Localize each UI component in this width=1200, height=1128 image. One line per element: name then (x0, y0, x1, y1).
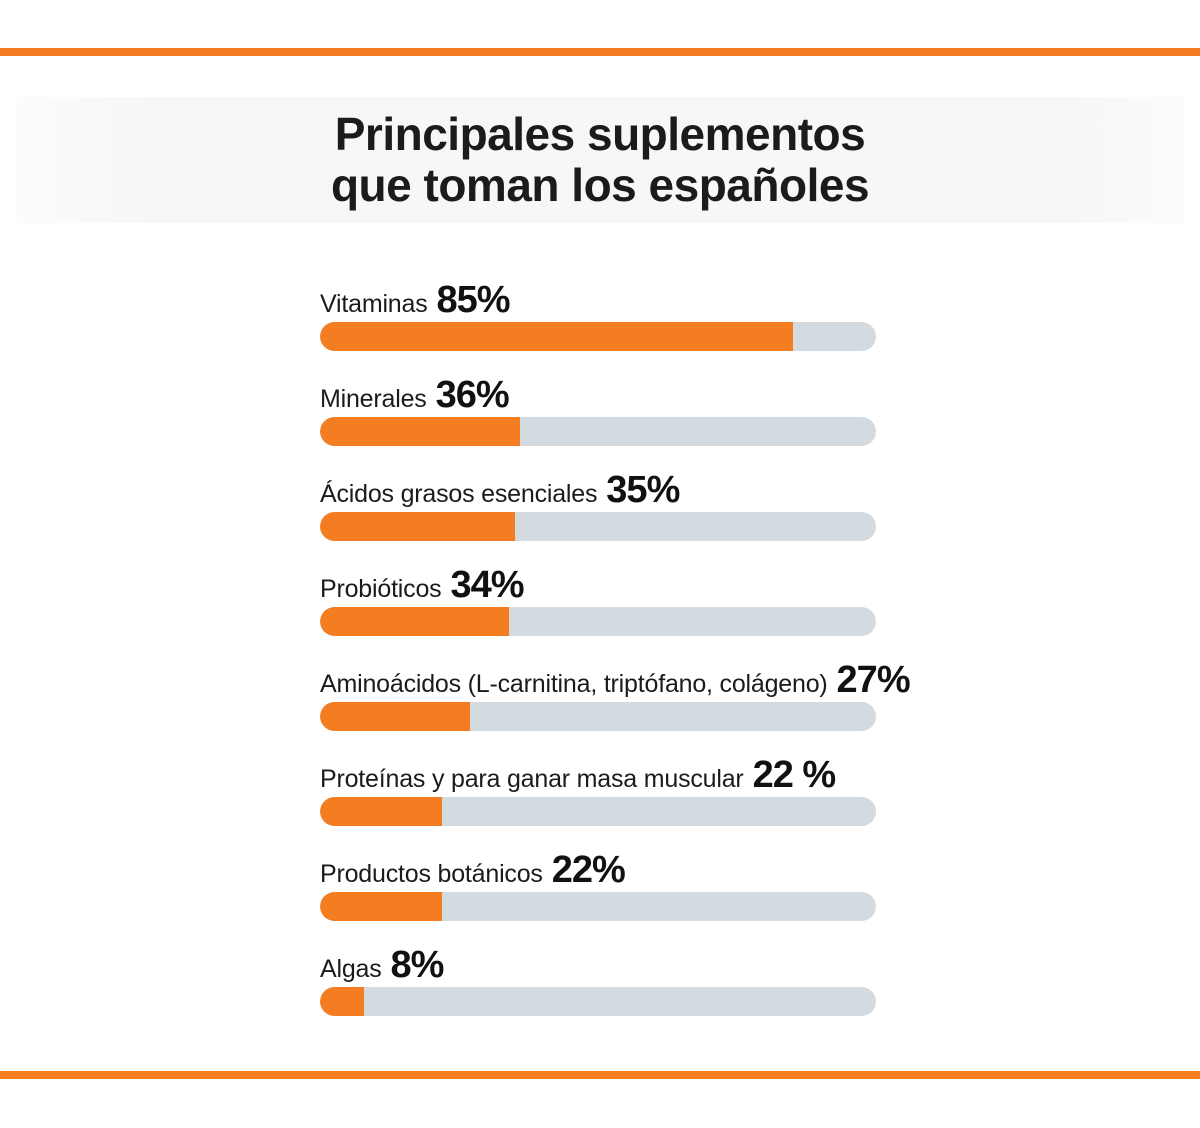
bar-row-minerales: Minerales 36% (320, 373, 876, 446)
bar-track (320, 797, 876, 826)
value-label: 8% (390, 944, 445, 986)
bar-row-algas: Algas 8% (320, 943, 876, 1016)
bar-fill (320, 417, 521, 446)
bar-track (320, 417, 876, 446)
value-label: 22 % (752, 754, 837, 796)
bar-fill (320, 892, 443, 921)
value-label: 35% (606, 469, 680, 511)
chart-title-line1: Principales suplementos (334, 108, 866, 160)
bar-track (320, 607, 876, 636)
bar-label: Minerales 36% (320, 373, 876, 417)
bar-label: Proteínas y para ganar masa muscular 22 % (320, 753, 876, 797)
horizontal-bar-chart: Vitaminas 85% Minerales 36% Ácidos grasos … (320, 278, 911, 1038)
bar-fill (320, 702, 471, 731)
bar-row-aminoacidos: Aminoácidos (L-carnitina, triptófano, co… (320, 658, 911, 731)
bar-label: Probióticos 34% (320, 563, 876, 607)
top-divider-rule (0, 48, 1200, 56)
category-label: Proteínas y para ganar masa muscular (320, 765, 744, 793)
category-label: Probióticos (320, 575, 442, 603)
bar-label: Aminoácidos (L-carnitina, triptófano, co… (320, 658, 911, 702)
value-label: 34% (450, 564, 524, 606)
value-label: 27% (836, 659, 911, 701)
chart-title: Principales suplementos que toman los es… (330, 108, 870, 211)
bar-row-acidos-grasos: Ácidos grasos esenciales 35% (320, 468, 876, 541)
bar-fill (320, 607, 510, 636)
category-label: Vitaminas (320, 290, 428, 318)
category-label: Ácidos grasos esenciales (320, 480, 598, 508)
bar-row-proteinas: Proteínas y para ganar masa muscular 22 % (320, 753, 876, 826)
title-band: Principales suplementos que toman los es… (15, 97, 1185, 223)
category-label: Algas (320, 955, 382, 983)
value-label: 85% (436, 279, 511, 321)
bar-row-probioticos: Probióticos 34% (320, 563, 876, 636)
bar-row-vitaminas: Vitaminas 85% (320, 278, 876, 351)
value-label: 36% (435, 374, 510, 416)
bar-track (320, 987, 876, 1016)
category-label: Aminoácidos (L-carnitina, triptófano, co… (320, 670, 828, 698)
chart-title-line2: que toman los españoles (330, 159, 870, 211)
bar-track (320, 702, 876, 731)
bar-label: Algas 8% (320, 943, 876, 987)
bar-row-productos-botanicos: Productos botánicos 22% (320, 848, 876, 921)
value-label: 22% (551, 849, 626, 891)
bar-fill (320, 322, 793, 351)
category-label: Minerales (320, 385, 427, 413)
bar-fill (320, 987, 365, 1016)
bar-fill (320, 797, 443, 826)
bar-track (320, 892, 876, 921)
bar-track (320, 512, 876, 541)
category-label: Productos botánicos (320, 860, 543, 888)
bottom-divider-rule (0, 1071, 1200, 1079)
bar-fill (320, 512, 515, 541)
bar-track (320, 322, 876, 351)
bar-label: Vitaminas 85% (320, 278, 876, 322)
bar-label: Ácidos grasos esenciales 35% (320, 468, 876, 512)
bar-label: Productos botánicos 22% (320, 848, 876, 892)
